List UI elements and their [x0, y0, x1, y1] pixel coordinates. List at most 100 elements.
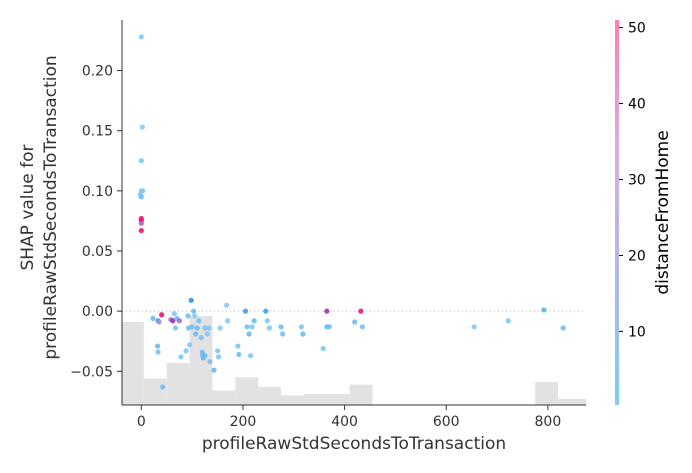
y-tick-label: 0.05: [82, 244, 113, 260]
histogram-bar-1: [143, 378, 167, 405]
scatter-point-11: [150, 315, 156, 321]
scatter-point-1: [139, 124, 145, 130]
scatter-point-65: [300, 331, 306, 337]
y-tick-label: 0.10: [82, 184, 113, 200]
x-tick-label: 600: [433, 414, 460, 430]
histogram-bar-6: [258, 386, 282, 405]
scatter-point-59: [263, 308, 269, 314]
scatter-point-72: [359, 324, 365, 330]
x-tick-label: 400: [331, 414, 358, 430]
scatter-point-64: [298, 324, 304, 330]
scatter-point-42: [204, 331, 210, 337]
scatter-point-57: [249, 324, 255, 330]
histogram-bars: [122, 315, 586, 405]
scatter-point-10: [138, 227, 144, 234]
scatter-point-58: [251, 318, 257, 324]
scatter-point-50: [225, 318, 231, 324]
scatter-point-48: [217, 325, 223, 331]
histogram-bar-10: [535, 382, 559, 405]
axes: 0 200 400 600 800 −0.05 0.00 0.05 0.10 0.15 0.20: [70, 20, 586, 430]
scatter-point-61: [266, 325, 272, 331]
colorbar-tick-label: 50: [628, 21, 646, 37]
scatter-point-46: [214, 348, 221, 354]
scatter-point-43: [206, 325, 212, 331]
scatter-point-25: [183, 348, 189, 354]
y-axis-title-line2: profileRawStdSecondsToTransaction: [41, 55, 61, 359]
scatter-point-17: [160, 384, 166, 390]
scatter-point-74: [505, 318, 511, 324]
colorbar-title: distanceFromHome: [653, 130, 673, 294]
scatter-point-52: [236, 351, 242, 358]
scatter-point-73: [471, 324, 477, 330]
x-tick-label: 200: [230, 414, 257, 430]
scatter-point-47: [215, 354, 222, 360]
scatter-point-0: [138, 34, 144, 40]
scatter-point-13: [156, 319, 162, 325]
scatter-point-29: [188, 297, 194, 303]
histogram-bar-2: [166, 362, 190, 405]
scatter-point-55: [246, 331, 252, 337]
y-tick-label: 0.20: [82, 64, 113, 80]
scatter-point-14: [159, 312, 165, 318]
scatter-point-56: [247, 353, 254, 359]
scatter-point-53: [242, 308, 249, 314]
scatter-point-32: [192, 313, 198, 319]
x-tick-label: 800: [535, 414, 562, 430]
scatter-point-62: [278, 324, 284, 330]
scatter-point-31: [191, 308, 197, 314]
y-tick-label: 0.00: [82, 304, 113, 320]
colorbar-ticks: 10 20 30 40 50: [619, 21, 646, 340]
scatter-point-33: [193, 331, 199, 337]
scatter-point-16: [155, 349, 161, 355]
x-tick-label: 0: [137, 414, 146, 430]
histogram-bar-7: [281, 395, 304, 405]
scatter-point-63: [279, 331, 286, 337]
scatter-point-35: [196, 318, 202, 324]
scatter-point-4: [140, 188, 146, 194]
scatter-point-2: [138, 158, 144, 164]
histogram-bar-8: [303, 394, 350, 405]
scatter-point-28: [186, 342, 193, 348]
scatter-point-40: [202, 353, 208, 359]
scatter-point-75: [541, 307, 547, 313]
histogram-bar-3: [189, 315, 213, 405]
y-tick-label: 0.15: [82, 124, 113, 140]
scatter-point-70: [352, 319, 358, 325]
scatter-point-60: [264, 318, 270, 324]
y-axis-title-line1: SHAP value for: [18, 144, 38, 270]
scatter-point-54: [244, 324, 250, 330]
histogram-bar-5: [235, 377, 259, 405]
x-axis-title: profileRawStdSecondsToTransaction: [202, 434, 506, 454]
scatter-point-76: [560, 325, 566, 331]
scatter-point-9: [138, 220, 144, 226]
histogram-bar-4: [212, 390, 236, 405]
scatter-point-66: [320, 345, 326, 352]
scatter-point-24: [178, 354, 184, 360]
scatter-point-34: [194, 325, 200, 331]
scatter-point-71: [358, 308, 364, 314]
scatter-points: [137, 34, 566, 390]
scatter-point-45: [211, 367, 217, 373]
scatter-point-20: [171, 310, 177, 317]
scatter-point-19: [170, 318, 176, 324]
colorbar-tick-label: 40: [628, 97, 646, 113]
scatter-point-6: [138, 194, 144, 200]
scatter-point-15: [154, 343, 161, 349]
colorbar: [615, 20, 619, 405]
histogram-bar-11: [558, 398, 586, 405]
histogram-bar-9: [349, 384, 373, 405]
scatter-point-23: [176, 318, 183, 324]
colorbar-tick-label: 20: [628, 248, 646, 264]
scatter-point-30: [189, 324, 195, 330]
scatter-point-21: [172, 325, 178, 331]
scatter-point-49: [224, 302, 230, 308]
scatter-point-41: [202, 325, 208, 331]
colorbar-tick-label: 10: [628, 324, 646, 340]
colorbar-tick-label: 30: [628, 172, 646, 188]
histogram-bar-0: [122, 321, 144, 405]
scatter-point-69: [326, 324, 332, 330]
scatter-point-36: [198, 335, 204, 341]
scatter-point-51: [235, 343, 241, 349]
scatter-point-44: [207, 359, 213, 365]
